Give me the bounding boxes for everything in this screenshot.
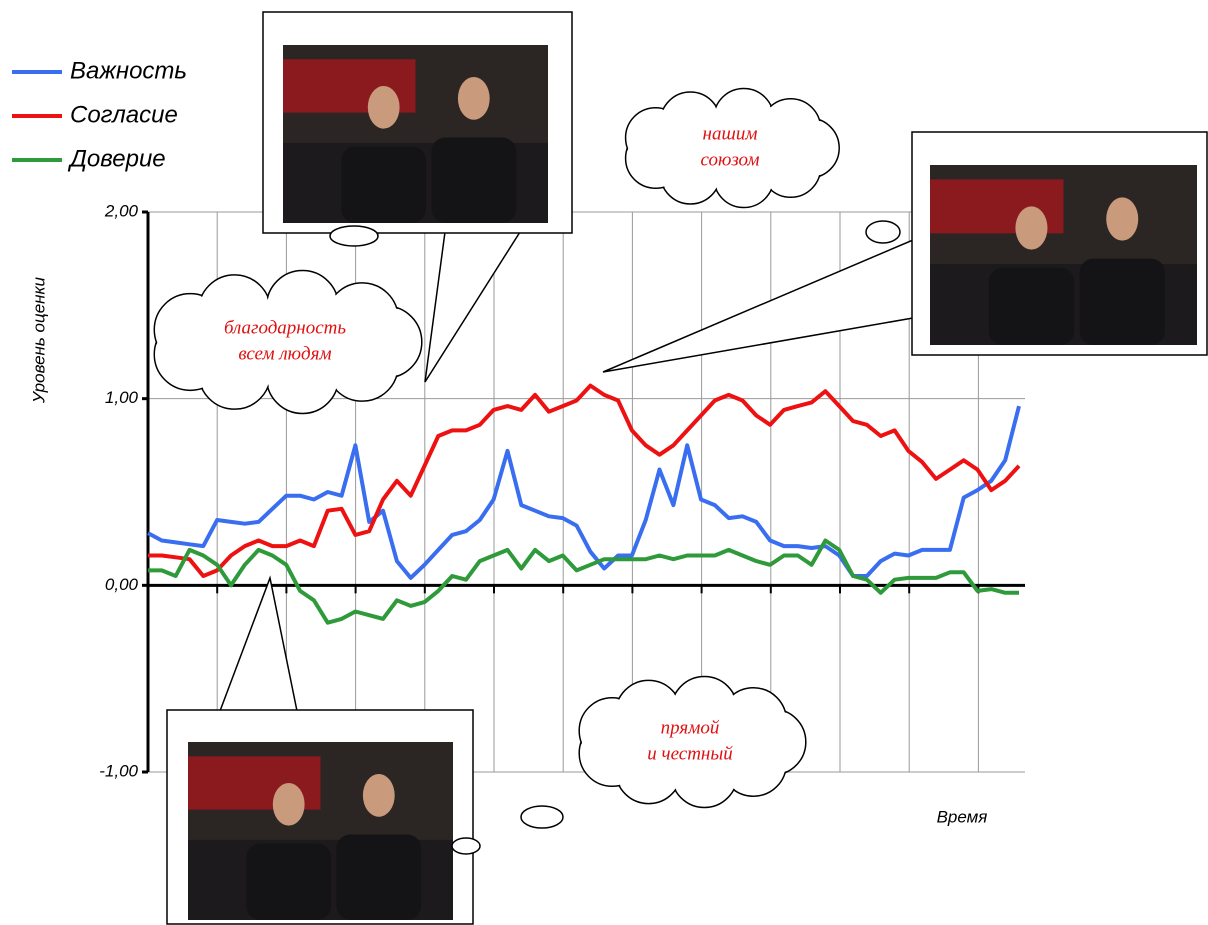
plot [147, 383, 1021, 625]
video-face [1106, 197, 1139, 241]
y-axis-title: Уровень оценки [29, 276, 48, 404]
video-face [272, 782, 305, 826]
thought-bubble [865, 220, 901, 244]
callouts: благодарность всем людям нашим союзом прямой… [153, 11, 1208, 925]
video-person [341, 146, 427, 223]
video-face [367, 85, 400, 129]
annotation: благодарность [224, 317, 346, 338]
annotation: союзом [701, 149, 760, 170]
annotation: всем людям [238, 343, 331, 364]
series-line [147, 405, 1021, 580]
cloud-core [650, 118, 810, 178]
legend-label: Доверие [67, 145, 166, 172]
x-axis-title: Время [937, 807, 988, 826]
video-person [988, 267, 1075, 345]
cloud-core [184, 306, 386, 378]
video-face [1015, 206, 1048, 250]
thought-bubble [329, 225, 379, 247]
y-tick-label: -1,00 [99, 761, 138, 780]
cloud-core [607, 709, 773, 775]
grid: 2,00 1,00 0,00 -1,00 [99, 201, 1025, 780]
video-person [431, 137, 517, 223]
callout-pointer [424, 231, 522, 383]
annotation: прямой [661, 717, 720, 738]
y-tick-label: 1,00 [105, 388, 139, 407]
series-line [148, 383, 1021, 578]
legend-label: Согласие [70, 101, 178, 128]
video-face [457, 77, 490, 120]
legend-label: Важность [70, 57, 187, 84]
labels: Уровень оценки Время [29, 276, 987, 826]
video-face [362, 774, 395, 817]
video-person [246, 843, 332, 920]
series-line [148, 538, 1019, 625]
y-tick-label: 2,00 [104, 201, 139, 220]
callout-pointer [218, 575, 298, 712]
annotation: и честный [647, 743, 733, 764]
video-person [1079, 258, 1165, 345]
thought-bubble [451, 837, 481, 855]
thought-bubble [520, 805, 564, 829]
annotation: нашим [703, 123, 758, 144]
y-tick-label: 0,00 [105, 575, 139, 594]
video-person [336, 834, 422, 920]
callout-pointer [602, 238, 914, 373]
